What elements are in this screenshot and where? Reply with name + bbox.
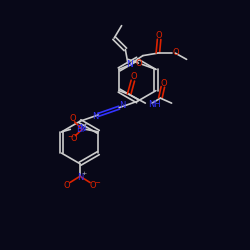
Text: −: −: [68, 134, 73, 140]
Text: O: O: [135, 58, 142, 68]
Text: +: +: [83, 122, 88, 127]
Text: O: O: [172, 48, 179, 57]
Text: O: O: [64, 180, 70, 190]
Text: +: +: [82, 171, 87, 176]
Text: N: N: [126, 60, 133, 69]
Text: Br: Br: [76, 125, 85, 134]
Text: O: O: [160, 78, 167, 88]
Text: O: O: [70, 114, 76, 124]
Text: N: N: [119, 101, 125, 110]
Text: O: O: [130, 72, 137, 82]
Text: NH: NH: [148, 100, 161, 109]
Text: O: O: [156, 31, 162, 40]
Text: N: N: [92, 112, 98, 121]
Text: O: O: [90, 180, 96, 190]
Text: O: O: [70, 134, 77, 143]
Text: N: N: [79, 124, 85, 134]
Text: −: −: [94, 180, 100, 186]
Text: N: N: [77, 173, 83, 182]
